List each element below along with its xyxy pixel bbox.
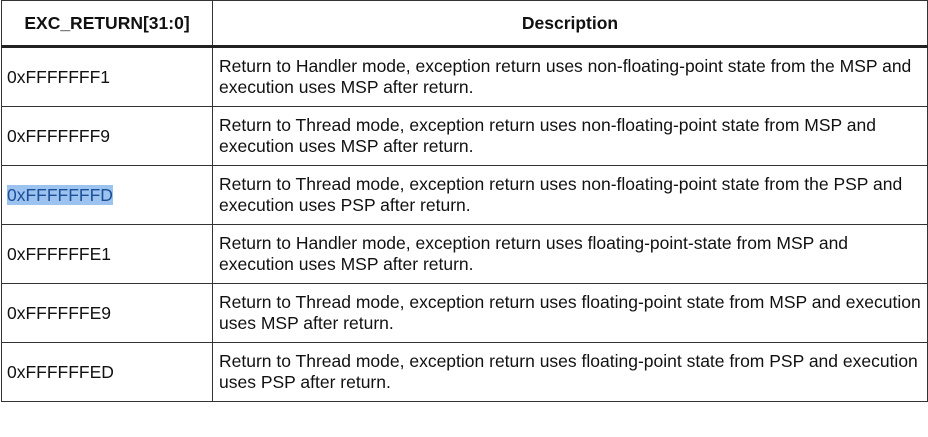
exc-return-table: EXC_RETURN[31:0] Description 0xFFFFFFF1 … — [1, 0, 928, 402]
header-exc-return: EXC_RETURN[31:0] — [1, 0, 213, 48]
table-row: 0xFFFFFFF1 Return to Handler mode, excep… — [1, 46, 928, 107]
exc-return-description: Return to Thread mode, exception return … — [212, 342, 928, 402]
header-row: EXC_RETURN[31:0] Description — [1, 0, 928, 48]
exc-return-description: Return to Thread mode, exception return … — [212, 165, 928, 225]
exc-return-code: 0xFFFFFFF1 — [7, 66, 111, 87]
table-row: 0xFFFFFFED Return to Thread mode, except… — [1, 342, 928, 402]
exc-return-description: Return to Thread mode, exception return … — [212, 106, 928, 166]
exc-return-code: 0xFFFFFFF9 — [7, 125, 111, 146]
table-row: 0xFFFFFFF9 Return to Thread mode, except… — [1, 106, 928, 166]
exc-return-code-highlighted[interactable]: 0xFFFFFFFD — [7, 184, 113, 205]
exc-return-value: 0xFFFFFFED — [1, 342, 213, 402]
exc-return-value: 0xFFFFFFFD — [1, 165, 213, 225]
exc-return-code: 0xFFFFFFE9 — [7, 302, 112, 323]
exc-return-description: Return to Handler mode, exception return… — [212, 224, 928, 284]
exc-return-value: 0xFFFFFFF9 — [1, 106, 213, 166]
exc-return-description: Return to Thread mode, exception return … — [212, 283, 928, 343]
table-row: 0xFFFFFFE9 Return to Thread mode, except… — [1, 283, 928, 343]
exc-return-value: 0xFFFFFFE9 — [1, 283, 213, 343]
header-description: Description — [212, 0, 928, 48]
exc-return-value: 0xFFFFFFF1 — [1, 46, 213, 107]
exc-return-value: 0xFFFFFFE1 — [1, 224, 213, 284]
exc-return-code: 0xFFFFFFE1 — [7, 243, 112, 264]
exc-return-code: 0xFFFFFFED — [7, 361, 114, 382]
table-row: 0xFFFFFFFD Return to Thread mode, except… — [1, 165, 928, 225]
exc-return-description: Return to Handler mode, exception return… — [212, 46, 928, 107]
table-row: 0xFFFFFFE1 Return to Handler mode, excep… — [1, 224, 928, 284]
